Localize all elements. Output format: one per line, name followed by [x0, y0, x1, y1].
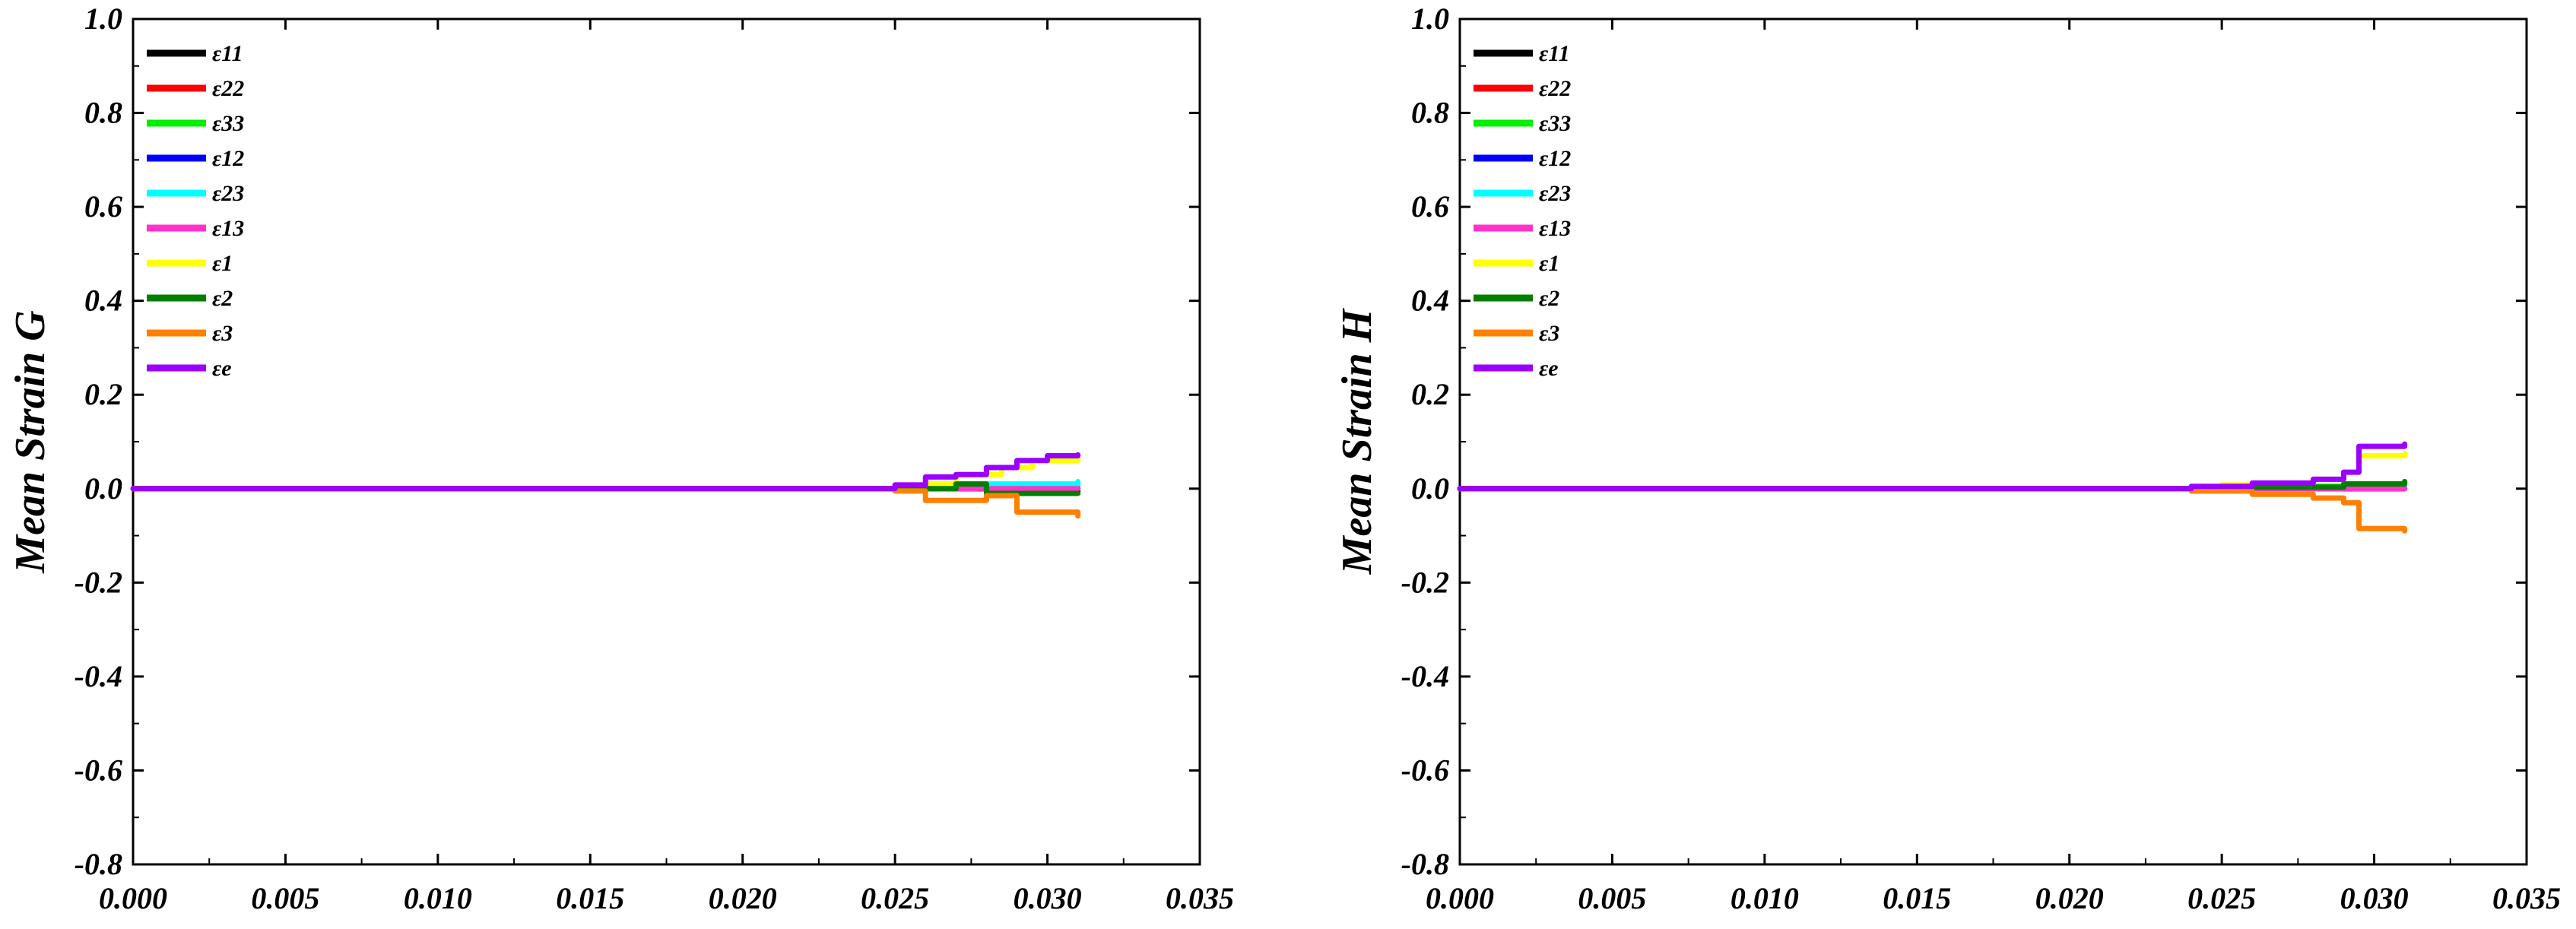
plot-frame	[132, 17, 1201, 866]
legend-label-2: ε22	[1539, 76, 1571, 101]
legend-label-2: ε22	[212, 76, 244, 101]
y-tick-label: -0.6	[75, 753, 122, 787]
x-tick-label: 0.010	[404, 881, 472, 915]
series-line-9	[1457, 486, 2408, 534]
y-tick-label: -0.6	[1401, 753, 1449, 787]
y-tick-label: -0.2	[1401, 565, 1449, 599]
y-tick-label: 0.0	[84, 471, 122, 506]
y-tick-label: -0.8	[1401, 847, 1449, 881]
x-tick-label: 0.020	[709, 881, 777, 915]
y-tick-label: 0.4	[84, 284, 122, 318]
y-tick-label: 0.6	[1411, 189, 1449, 224]
y-tick-label: 0.8	[1411, 96, 1449, 130]
x-tick-label: 0.030	[2340, 881, 2409, 915]
y-tick-label: 0.4	[1411, 284, 1449, 318]
x-tick-label: 0.015	[1883, 881, 1951, 915]
chart-panel-1: -0.8 -0.6 -0.4 -0.2 0.0 0.2 0.4 0.6 0.8 1.0 0.000 0…	[7, 2, 1234, 915]
x-tick-label: 0.030	[1014, 881, 1082, 915]
legend-label-5: ε23	[1539, 181, 1571, 206]
y-tick-label: 0.0	[1411, 471, 1449, 506]
legend-label-4: ε12	[212, 146, 244, 171]
x-tick-label: 0.020	[2035, 881, 2104, 915]
legend: ε11 ε22 ε33 ε12 ε23 ε13 ε1 ε2 ε3 εe	[147, 41, 244, 381]
x-tick-label: 0.010	[1731, 881, 1799, 915]
series-line-10	[130, 452, 1081, 492]
legend-label-9: ε3	[1539, 321, 1559, 346]
y-axis-title: Mean Strain G	[7, 310, 54, 573]
series-line-7	[130, 453, 1081, 492]
legend-label-10: εe	[1539, 356, 1559, 381]
x-tick-label: 0.035	[2492, 881, 2561, 915]
x-tick-label: 0.025	[861, 881, 929, 915]
legend-label-5: ε23	[212, 181, 244, 206]
x-tick-label: 0.000	[99, 881, 167, 915]
y-axis-title: Mean Strain H	[1334, 308, 1381, 575]
y-tick-label: -0.8	[75, 847, 122, 881]
plot-frame	[1458, 17, 2528, 866]
y-tick-label: -0.4	[1401, 659, 1449, 693]
y-tick-label: -0.2	[75, 565, 122, 599]
x-tick-label: 0.015	[556, 881, 624, 915]
legend-label-1: ε11	[212, 41, 243, 66]
x-tick-label: 0.005	[251, 881, 319, 915]
chart-panel-2: -0.8 -0.6 -0.4 -0.2 0.0 0.2 0.4 0.6 0.8 1.0 0.000 0…	[1334, 2, 2561, 915]
x-tick-label: 0.005	[1578, 881, 1646, 915]
y-tick-label: 0.8	[84, 96, 122, 130]
legend-label-8: ε2	[212, 286, 233, 311]
legend-label-3: ε33	[212, 111, 244, 136]
legend: ε11 ε22 ε33 ε12 ε23 ε13 ε1 ε2 ε3 εe	[1474, 41, 1571, 381]
legend-label-4: ε12	[1539, 146, 1571, 171]
legend-label-6: ε13	[212, 216, 244, 241]
legend-label-8: ε2	[1539, 286, 1559, 311]
y-tick-label: 0.6	[84, 189, 122, 224]
series-line-9	[130, 486, 1081, 519]
x-tick-label: 0.000	[1426, 881, 1494, 915]
legend-label-7: ε1	[1539, 251, 1559, 276]
legend-label-6: ε13	[1539, 216, 1571, 241]
y-tick-label: 1.0	[1411, 2, 1449, 36]
y-tick-label: 0.2	[84, 377, 122, 411]
legend-label-9: ε3	[212, 321, 233, 346]
legend-label-3: ε33	[1539, 111, 1571, 136]
x-tick-label: 0.035	[1166, 881, 1234, 915]
x-tick-label: 0.025	[2187, 881, 2256, 915]
legend-label-7: ε1	[212, 251, 233, 276]
series-line-10	[1457, 441, 2408, 492]
legend-label-10: εe	[212, 356, 232, 381]
y-tick-label: 0.2	[1411, 377, 1449, 411]
y-tick-label: -0.4	[75, 659, 122, 693]
y-tick-label: 1.0	[84, 2, 122, 36]
legend-label-1: ε11	[1539, 41, 1570, 66]
